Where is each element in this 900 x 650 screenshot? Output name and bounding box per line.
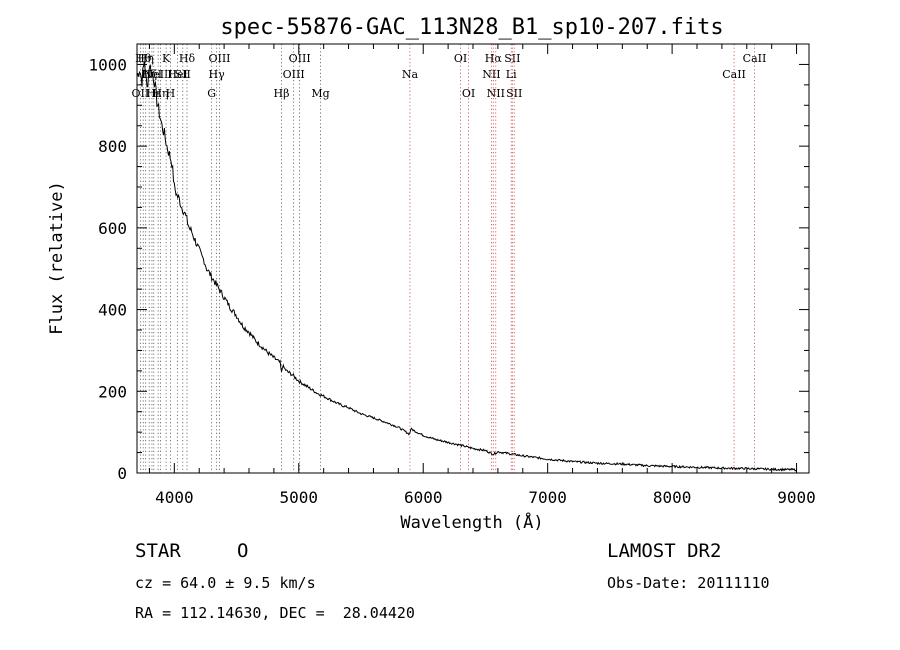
y-tick-label-800: 800 xyxy=(98,137,127,156)
survey-name: LAMOST DR2 xyxy=(607,540,722,562)
line-marker-label-10: HeI xyxy=(167,68,187,81)
coordinates: RA = 112.14630, DEC = 28.04420 xyxy=(135,604,415,622)
x-tick-label-5000: 5000 xyxy=(280,488,319,507)
line-marker-label-13: G xyxy=(207,87,216,100)
line-marker-label-18: OIII xyxy=(289,52,311,65)
line-marker-label-25: NII xyxy=(487,87,505,100)
line-marker-label-30: CaII xyxy=(743,52,767,65)
line-marker-label-26: SII xyxy=(504,52,520,65)
object-class: STAR xyxy=(135,540,181,562)
line-marker-label-12: Hδ xyxy=(179,52,196,65)
chart-title: spec-55876-GAC_113N28_B1_sp10-207.fits xyxy=(220,15,723,40)
emission-line-markers: OIIHθHηHζHeIHεNeIIIHηKHHeISIIHδGHγOIIIHβ… xyxy=(132,44,767,473)
line-marker-label-22: OI xyxy=(462,87,475,100)
object-subclass: O xyxy=(237,540,249,562)
line-marker-label-29: CaII xyxy=(722,68,746,81)
line-marker-label-17: OIII xyxy=(283,68,305,81)
x-tick-label-7000: 7000 xyxy=(528,488,567,507)
line-marker-label-16: Hβ xyxy=(274,87,290,100)
line-marker-label-28: SII xyxy=(506,87,522,100)
line-marker-label-11: SII xyxy=(175,68,191,81)
line-marker-label-15: OIII xyxy=(208,52,230,65)
plot-area: 4000 5000 6000 7000 8000 9000 0 200 400 600 800 100… xyxy=(88,43,816,507)
line-marker-label-0: OII xyxy=(132,87,150,100)
y-axis-label: Flux (relative) xyxy=(47,181,67,335)
x-tick-label-4000: 4000 xyxy=(155,488,194,507)
line-marker-label-21: OI xyxy=(454,52,467,65)
y-tick-label-600: 600 xyxy=(98,219,127,238)
y-tick-label-1000: 1000 xyxy=(88,55,127,74)
line-marker-label-24: Hα xyxy=(485,52,503,65)
redshift-cz: cz = 64.0 ± 9.5 km/s xyxy=(135,574,316,592)
x-tick-label-9000: 9000 xyxy=(777,488,816,507)
plot-frame xyxy=(136,43,810,474)
line-marker-label-8: K xyxy=(162,52,171,65)
x-tick-label-6000: 6000 xyxy=(404,488,443,507)
line-marker-label-27: Li xyxy=(506,68,517,81)
line-marker-label-20: Na xyxy=(402,68,419,81)
spectrum-line xyxy=(136,61,797,472)
observation-date: Obs-Date: 20111110 xyxy=(607,574,770,592)
line-marker-label-23: NII xyxy=(482,68,500,81)
y-tick-label-400: 400 xyxy=(98,301,127,320)
y-tick-label-0: 0 xyxy=(117,464,127,483)
line-marker-label-4: HeI xyxy=(142,68,162,81)
line-marker-label-19: Mg xyxy=(311,87,329,100)
line-marker-label-1: Hθ xyxy=(135,52,152,65)
x-tick-label-8000: 8000 xyxy=(653,488,692,507)
line-marker-label-9: H xyxy=(166,87,176,100)
line-marker-label-2: Hη xyxy=(138,52,154,65)
y-tick-label-200: 200 xyxy=(98,382,127,401)
line-marker-label-14: Hγ xyxy=(209,68,226,81)
line-marker-label-5: Hε xyxy=(146,87,162,100)
x-axis-label: Wavelength (Å) xyxy=(400,511,543,533)
